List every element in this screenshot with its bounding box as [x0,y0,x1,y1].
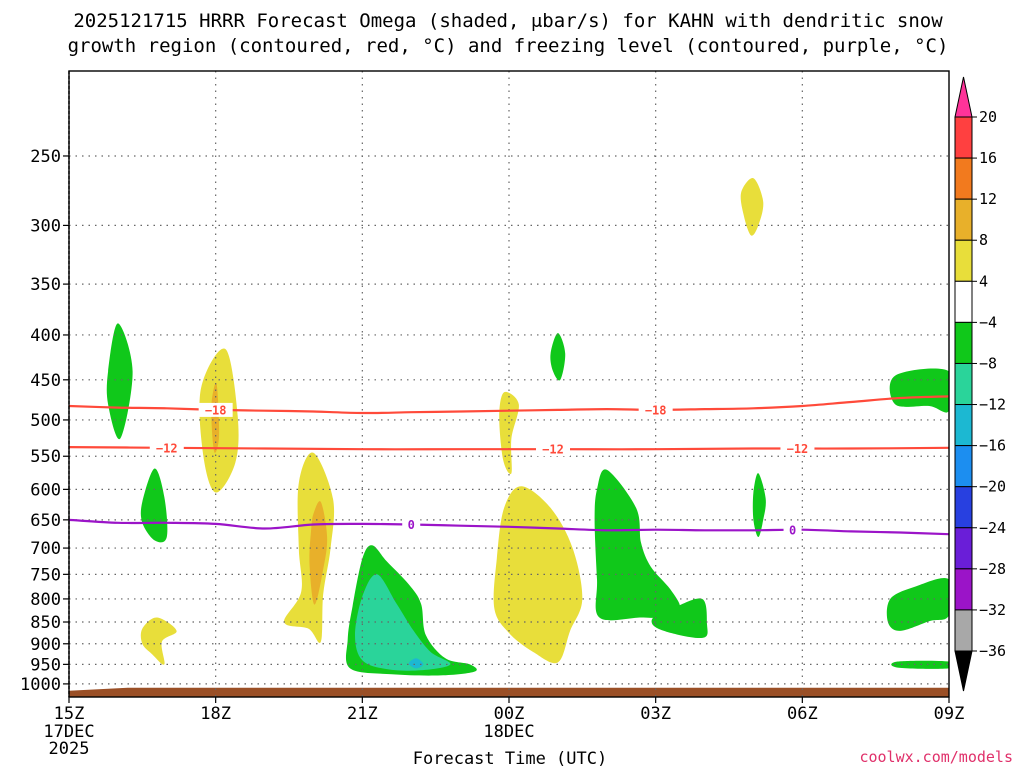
omega-region-ascent-21h-speck [408,658,424,669]
x-tick-label-09Z: 09Z [934,704,965,724]
contour-label-bg-0 [402,517,421,532]
contour-label-bg--18 [198,402,233,417]
omega-region-ascent-21h-strong [355,574,451,671]
y-tick-label-300: 300 [30,216,61,236]
contour-line-0 [69,518,949,536]
colorbar-swatch-0 [954,116,973,159]
y-tick-label-600: 600 [30,480,61,500]
y-tick-label-950: 950 [30,655,61,675]
colorbar-tick-label-2: 12 [979,190,997,208]
y-tick-label-900: 900 [30,635,61,655]
x-tick-label-15Z: 15Z [54,704,85,724]
y-tick-label-250: 250 [30,147,61,167]
colorbar-tick-label-6: −8 [979,354,997,372]
y-tick-label-400: 400 [30,326,61,346]
omega-region-ascent-17h-mid [140,468,168,543]
colorbar-swatch-7 [954,404,973,447]
colorbar-swatch-8 [954,445,973,488]
contour-label-0: 0 [408,518,415,532]
omega-region-ascent-16h-mid [106,323,133,440]
omega-region-ascent-01h-col [594,469,681,621]
contour-label--12: −12 [542,443,564,457]
y-tick-label-650: 650 [30,511,61,531]
colorbar-swatch-12 [954,609,973,652]
colorbar-swatch-4 [954,280,973,323]
colorbar-tick-label-11: −28 [979,560,1006,578]
omega-region-ascent-08h-mid [889,368,949,413]
x-tick-label-18Z: 18Z [200,704,231,724]
contour-label-bg--12 [149,440,184,455]
omega-region-descent-20h-core [309,501,328,605]
x-tick-label-06Z: 06Z [787,704,818,724]
colorbar-top-arrow [954,76,973,118]
colorbar-tick-label-1: 16 [979,149,997,167]
colorbar-swatch-10 [954,527,973,570]
colorbar-tick-label-13: −36 [979,642,1006,660]
omega-region-descent-04h-upper [740,178,764,236]
omega-region-descent-20h-col [284,452,335,643]
y-tick-label-800: 800 [30,590,61,610]
y-tick-label-550: 550 [30,447,61,467]
y-tick-label-1000: 1000 [20,675,61,695]
chart-title-line1: 2025121715 HRRR Forecast Omega (shaded, … [73,10,943,32]
omega-region-ascent-08h-sfc [891,660,949,669]
omega-region-ascent-02h-low [651,598,708,639]
plot-clipped-layer: −18 −18 −12 −12 −12 0 0 [69,71,949,697]
x-tick-sublabel-17DEC: 17DEC [43,722,94,742]
contour-label--12: −12 [787,442,809,456]
colorbar-tick-label-5: −4 [979,313,997,331]
contour-label-bg--12 [536,442,570,457]
omega-region-descent-17h-low [140,617,177,665]
x-tick-label-21Z: 21Z [347,704,378,724]
omega-region-ascent-08h-low [886,578,949,631]
contour-label-bg--18 [638,402,673,417]
colorbar-swatch-11 [954,568,973,611]
colorbar-swatch-6 [954,362,973,406]
colorbar-tick-label-4: 4 [979,272,988,290]
plot-area: −18 −18 −12 −12 −12 0 0 250 300 350 400 450 500 550 60… [20,70,965,759]
contour-label-0: 0 [789,523,796,537]
colorbar-tick-label-7: −12 [979,396,1006,414]
x-axis-label: Forecast Time (UTC) [413,749,607,768]
x-tick-label-00Z: 00Z [494,704,525,724]
x-tick-sublabel-18DEC: 18DEC [483,722,534,742]
y-tick-label-450: 450 [30,371,61,391]
contour-label-bg--12 [780,441,815,456]
colorbar-bottom-arrow [954,650,973,692]
colorbar: 20 16 12 8 4 −4 −8 −12 −16 −20 −24 −28 −32 −36 [954,76,1006,692]
y-tick-label-700: 700 [30,539,61,559]
omega-region-descent-23h-narrow [499,391,519,475]
website-credit[interactable]: coolwx.com/models [859,748,1013,766]
colorbar-tick-label-3: 8 [979,231,988,249]
omega-region-descent-18h-core [211,382,220,453]
chart-title-line2: growth region (contoured, red, °C) and f… [68,35,949,57]
contour-label--12: −12 [156,441,178,455]
colorbar-tick-label-10: −24 [979,519,1006,537]
colorbar-swatch-9 [954,486,973,529]
colorbar-swatch-5 [954,321,973,364]
colorbar-swatch-3 [954,239,973,282]
ground-terrain [69,687,949,697]
colorbar-swatch-2 [954,198,973,241]
contour-label--18: −18 [205,403,227,417]
x-tick-label-03Z: 03Z [640,704,671,724]
x-tick-sublabel-2025: 2025 [49,739,90,759]
colorbar-swatch-1 [954,157,973,200]
y-tick-label-750: 750 [30,565,61,585]
colorbar-tick-label-0: 20 [979,108,997,126]
omega-region-ascent-00h-mid [550,333,566,381]
colorbar-tick-label-9: −20 [979,478,1006,496]
y-tick-label-500: 500 [30,411,61,431]
y-tick-label-350: 350 [30,275,61,295]
y-tick-label-850: 850 [30,613,61,633]
colorbar-tick-label-8: −16 [979,437,1006,455]
contour-label--18: −18 [645,403,667,417]
contour-label-bg-0 [783,522,802,537]
colorbar-tick-label-12: −32 [979,601,1006,619]
omega-region-ascent-04h-narrow [752,473,766,537]
